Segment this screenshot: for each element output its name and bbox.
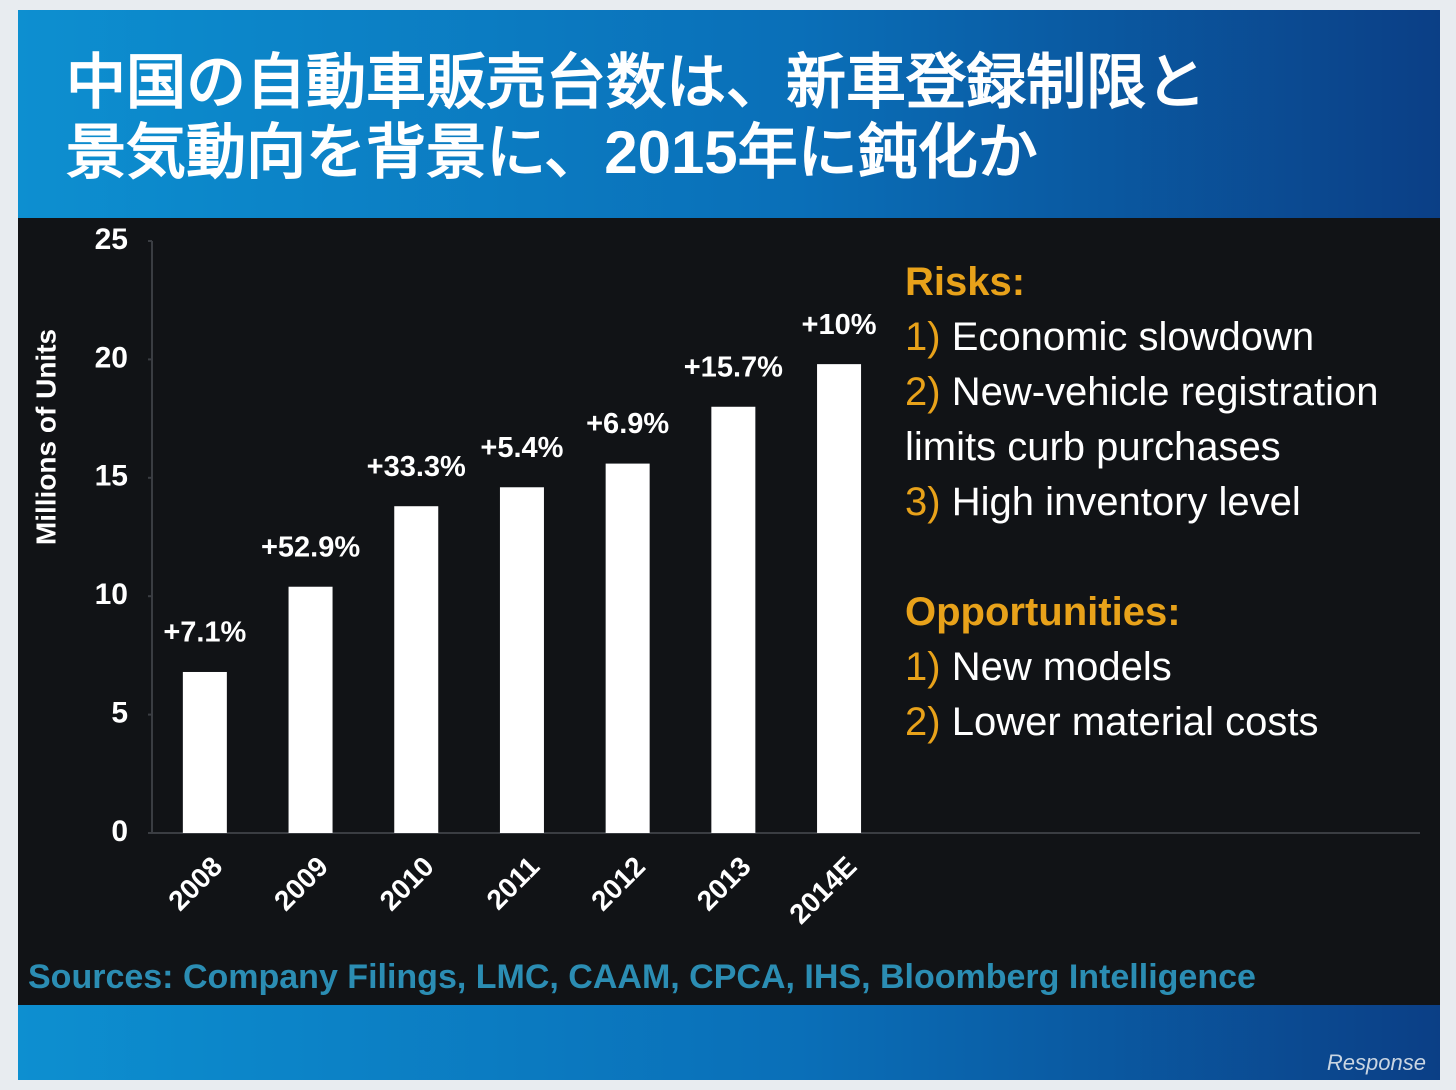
notes: Risks: 1) Economic slowdown 2) New-vehicle… xyxy=(905,255,1405,750)
x-tick-label: 2009 xyxy=(268,851,334,917)
item-text: New models xyxy=(951,645,1172,689)
title-line: 中国の自動車販売台数は、新車登録制限と xyxy=(66,49,1206,116)
x-tick-label: 2014E xyxy=(783,851,862,930)
note-item: 1) Economic slowdown xyxy=(905,310,1405,365)
bar xyxy=(182,671,227,833)
x-tick-label: 2011 xyxy=(481,851,546,916)
y-tick-label: 5 xyxy=(111,697,128,730)
notes-heading: Opportunities: xyxy=(905,590,1181,634)
item-text: Lower material costs xyxy=(951,700,1319,744)
item-number: 2) xyxy=(905,700,941,744)
bar-annotation: +15.7% xyxy=(684,351,783,383)
item-number: 1) xyxy=(905,315,941,359)
footer-band: Response xyxy=(18,1005,1440,1080)
x-tick-label: 2010 xyxy=(374,851,440,917)
note-item: 3) High inventory level xyxy=(905,475,1405,530)
bar xyxy=(394,506,439,833)
x-tick-label: 2012 xyxy=(585,851,651,917)
bar-annotation: +7.1% xyxy=(163,617,246,649)
y-tick-label: 10 xyxy=(95,578,128,611)
item-number: 2) xyxy=(905,370,941,414)
bar xyxy=(499,487,544,833)
item-number: 1) xyxy=(905,645,941,689)
notes-heading: Risks: xyxy=(905,260,1026,304)
item-number: 3) xyxy=(905,480,941,524)
note-item: 1) New models xyxy=(905,640,1405,695)
x-tick-label: 2013 xyxy=(691,851,757,917)
y-tick-label: 20 xyxy=(95,341,128,374)
item-text: New-vehicle registration limits curb pur… xyxy=(905,370,1379,469)
y-tick-label: 25 xyxy=(95,223,128,256)
watermark: Response xyxy=(1326,1050,1426,1075)
item-text: High inventory level xyxy=(951,480,1301,524)
bar xyxy=(605,463,650,833)
y-tick-label: 0 xyxy=(111,815,128,848)
y-axis-label: Millions of Units xyxy=(30,329,61,545)
bar xyxy=(817,364,862,833)
bar xyxy=(288,586,333,833)
bar xyxy=(711,406,756,833)
source: Sources: Company Filings, LMC, CAAM, CPC… xyxy=(28,958,1256,996)
chart: Millions of Units 0 5 10 15 20 25 +7.1% 2008 +52.… xyxy=(30,223,1420,930)
title-line: 景気動向を背景に、2015年に鈍化か xyxy=(66,119,1038,186)
bar-annotation: +6.9% xyxy=(586,408,669,440)
item-text: Economic slowdown xyxy=(951,315,1315,359)
bar-annotation: +10% xyxy=(802,309,877,341)
title-band: 中国の自動車販売台数は、新車登録制限と 景気動向を背景に、2015年に鈍化か xyxy=(18,10,1440,218)
note-item: 2) New-vehicle registration limits curb … xyxy=(905,365,1405,475)
title: 中国の自動車販売台数は、新車登録制限と 景気動向を背景に、2015年に鈍化か xyxy=(66,48,1206,188)
note-item: 2) Lower material costs xyxy=(905,695,1405,750)
slide: 中国の自動車販売台数は、新車登録制限と 景気動向を背景に、2015年に鈍化か R… xyxy=(18,10,1440,1080)
spacer xyxy=(905,530,1405,585)
x-tick-label: 2008 xyxy=(162,851,228,917)
bar-annotation: +52.9% xyxy=(261,531,360,563)
y-tick-label: 15 xyxy=(95,460,128,493)
bar-annotation: +5.4% xyxy=(480,432,563,464)
bar-annotation: +33.3% xyxy=(367,451,466,483)
